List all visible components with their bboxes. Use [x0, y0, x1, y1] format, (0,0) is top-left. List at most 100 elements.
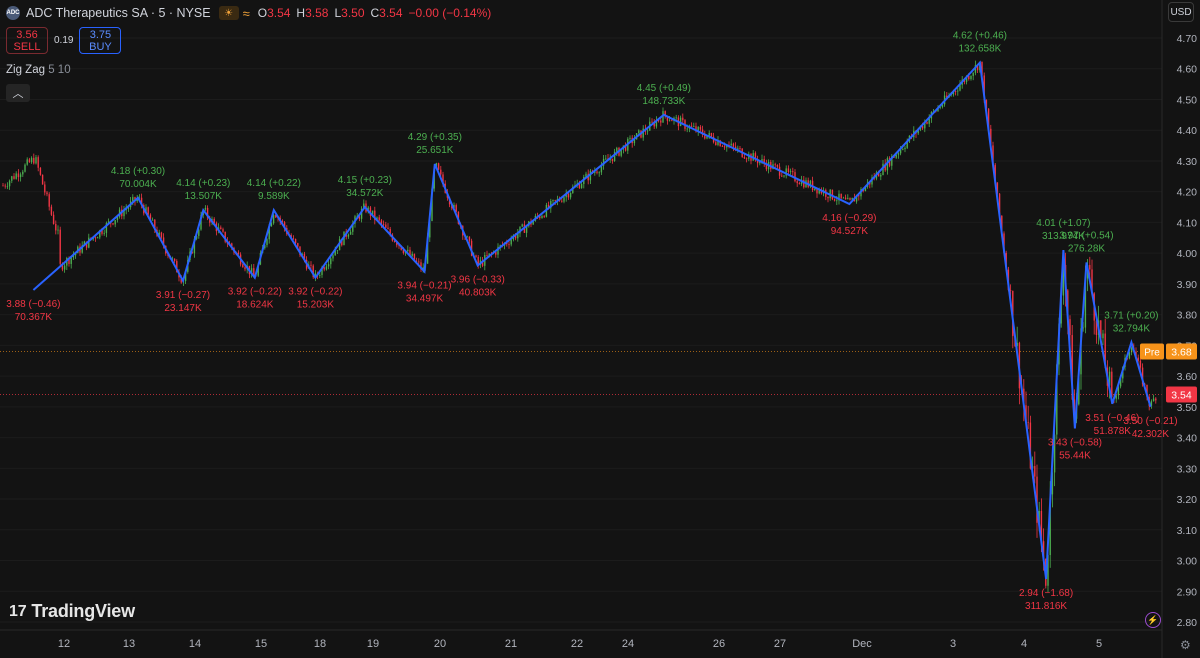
symbol-logo[interactable]: ADC [6, 6, 20, 20]
extended-hours-icon[interactable]: ≈ [242, 5, 250, 21]
candle-body [690, 125, 693, 127]
sell-label: SELL [13, 40, 41, 53]
gear-icon[interactable]: ⚙ [1180, 638, 1191, 652]
candle-body [657, 120, 660, 122]
candle-body [567, 193, 570, 198]
candle-body [382, 224, 385, 226]
candle-body [1150, 401, 1153, 406]
candle-body [976, 65, 979, 71]
pivot-label: 3.92 (−0.22) [288, 287, 342, 298]
candle-body [818, 189, 820, 194]
pivot-label: 4.45 (+0.49) [637, 83, 691, 94]
price-tick-label: 3.20 [1177, 494, 1198, 506]
candle-body [926, 122, 928, 124]
candle-body [127, 207, 130, 209]
candle-body [730, 143, 732, 146]
candle-body [629, 137, 631, 139]
candle-body [57, 229, 59, 231]
pivot-volume: 13.507K [185, 191, 223, 202]
candle-body [781, 175, 783, 177]
candle-body [847, 198, 849, 200]
sun-moon-icon[interactable]: ☀ [218, 6, 239, 20]
candle-body [611, 158, 614, 162]
candle-body [970, 75, 972, 80]
candle-body [1128, 352, 1131, 359]
candle-body [440, 169, 442, 175]
candle-body [257, 264, 259, 276]
candle-body [974, 65, 977, 73]
candle-body [470, 240, 473, 256]
candle-body [783, 175, 785, 177]
indicator-name: Zig Zag [6, 64, 45, 76]
sell-button[interactable]: 3.56 SELL [6, 27, 48, 54]
candle-body [385, 224, 387, 228]
candle-body [1082, 327, 1084, 329]
candle-body [869, 182, 871, 185]
candle-body [6, 186, 9, 188]
candle-body [418, 261, 420, 263]
candle-body [173, 258, 176, 262]
candle-body [941, 104, 944, 107]
candle-body [864, 186, 867, 192]
candle-body [1141, 367, 1144, 385]
candle-body [349, 231, 352, 235]
candle-body [572, 186, 574, 193]
price-tick-label: 2.80 [1177, 617, 1198, 629]
indicator-legend[interactable]: Zig Zag 5 10 [6, 64, 71, 76]
candle-body [176, 261, 178, 273]
candle-body [906, 141, 908, 148]
candle-body [844, 197, 847, 200]
candle-body [1062, 264, 1065, 296]
candle-body [946, 95, 948, 98]
candle-body [877, 172, 880, 177]
candle-body [393, 240, 396, 242]
chevron-up-icon[interactable]: ︿ [6, 84, 30, 102]
currency-button[interactable]: USD [1168, 2, 1194, 22]
lightning-icon[interactable]: ⚡ [1145, 612, 1161, 628]
candle-body [706, 135, 708, 139]
candle-body [519, 226, 521, 234]
candle-body [585, 173, 587, 178]
candle-body [985, 100, 988, 109]
time-tick-label: 5 [1096, 638, 1102, 650]
chart-header: ADC ADC Therapeutics SA · 5 · NYSE ☀ ≈ O… [6, 5, 497, 21]
candle-body [924, 122, 926, 129]
candle-body [1025, 405, 1027, 422]
time-tick-label: 26 [713, 638, 725, 650]
candle-body [266, 239, 268, 246]
candle-body [292, 238, 295, 240]
candle-body [664, 111, 666, 116]
trade-panel: 3.56 SELL 0.19 3.75 BUY [0, 27, 122, 54]
candle-body [1146, 384, 1148, 398]
candle-body [541, 216, 543, 219]
candle-body [565, 193, 567, 198]
candle-body [341, 239, 343, 246]
candle-body [200, 215, 202, 230]
buy-button[interactable]: 3.75 BUY [79, 27, 122, 54]
candle-body [116, 216, 119, 221]
candle-body [508, 244, 510, 245]
candle-body [389, 228, 391, 235]
candle-body [827, 196, 829, 199]
tradingview-logo[interactable]: 17 TradingView [9, 601, 135, 622]
pivot-label: 2.94 (−1.68) [1019, 588, 1073, 599]
candle-body [198, 229, 200, 236]
candle-body [1051, 472, 1054, 495]
symbol-title[interactable]: ADC Therapeutics SA · 5 · NYSE [26, 6, 211, 20]
candle-body [253, 268, 255, 276]
candle-body [710, 133, 713, 137]
candle-body [184, 271, 187, 282]
candle-body [613, 151, 616, 162]
candle-body [754, 153, 757, 160]
candle-body [996, 182, 999, 194]
candle-body [332, 255, 334, 259]
candle-body [803, 179, 805, 188]
candle-body [1040, 510, 1043, 542]
candle-body [638, 130, 640, 134]
price-tick-label: 4.40 [1177, 125, 1198, 137]
candle-body [937, 107, 939, 112]
candle-body [99, 230, 101, 238]
ohlc-open: O3.54 [257, 6, 291, 20]
candle-body [28, 159, 31, 163]
